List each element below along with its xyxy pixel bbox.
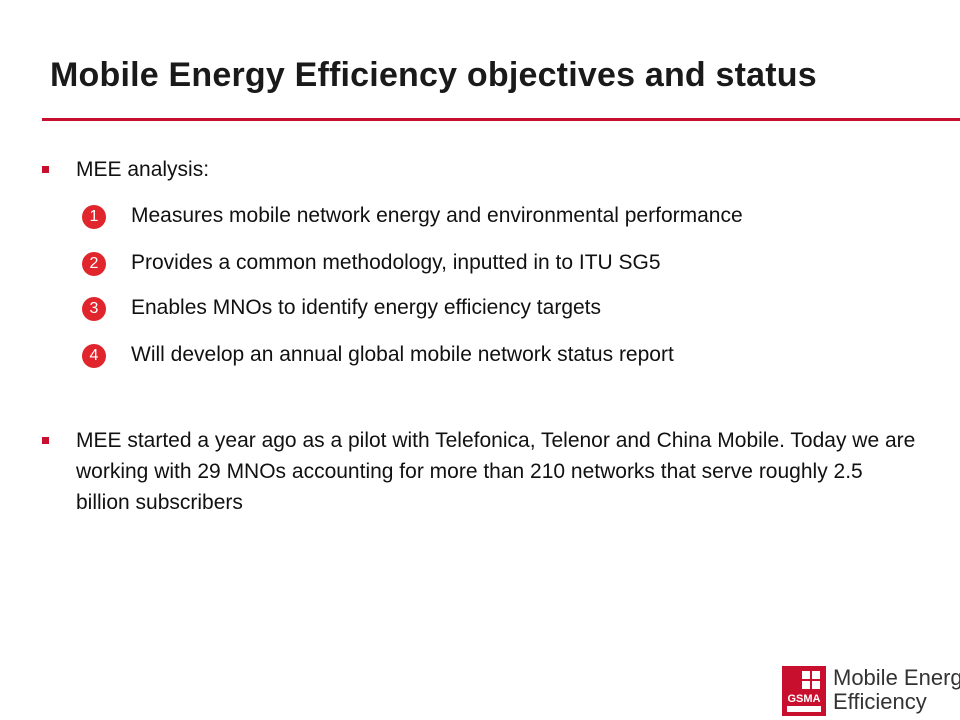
gsma-logo-text: GSMA	[788, 693, 821, 705]
bullet-marker	[42, 166, 49, 173]
list-item-1: Measures mobile network energy and envir…	[131, 204, 743, 227]
title-divider	[42, 118, 960, 121]
logo-wordmark: Mobile Energy Efficiency	[833, 666, 960, 714]
list-item-4: Will develop an annual global mobile net…	[131, 343, 674, 366]
bullet-marker	[42, 437, 49, 444]
number-badge-1: 1	[82, 205, 106, 229]
list-item-2: Provides a common methodology, inputted …	[131, 251, 661, 274]
number-badge-4: 4	[82, 344, 106, 368]
list-item-3: Enables MNOs to identify energy efficien…	[131, 296, 602, 319]
bullet-mee-analysis: MEE analysis:	[76, 158, 210, 181]
number-badge-3: 3	[82, 297, 106, 321]
number-badge-2: 2	[82, 252, 106, 276]
logo-line-1: Mobile Energy	[833, 665, 960, 690]
logo-line-2: Efficiency	[833, 689, 927, 714]
bullet-mee-status: MEE started a year ago as a pilot with T…	[76, 429, 916, 514]
gsma-logo-mark: GSMA	[782, 666, 826, 716]
slide-title: Mobile Energy Efficiency objectives and …	[50, 56, 817, 94]
